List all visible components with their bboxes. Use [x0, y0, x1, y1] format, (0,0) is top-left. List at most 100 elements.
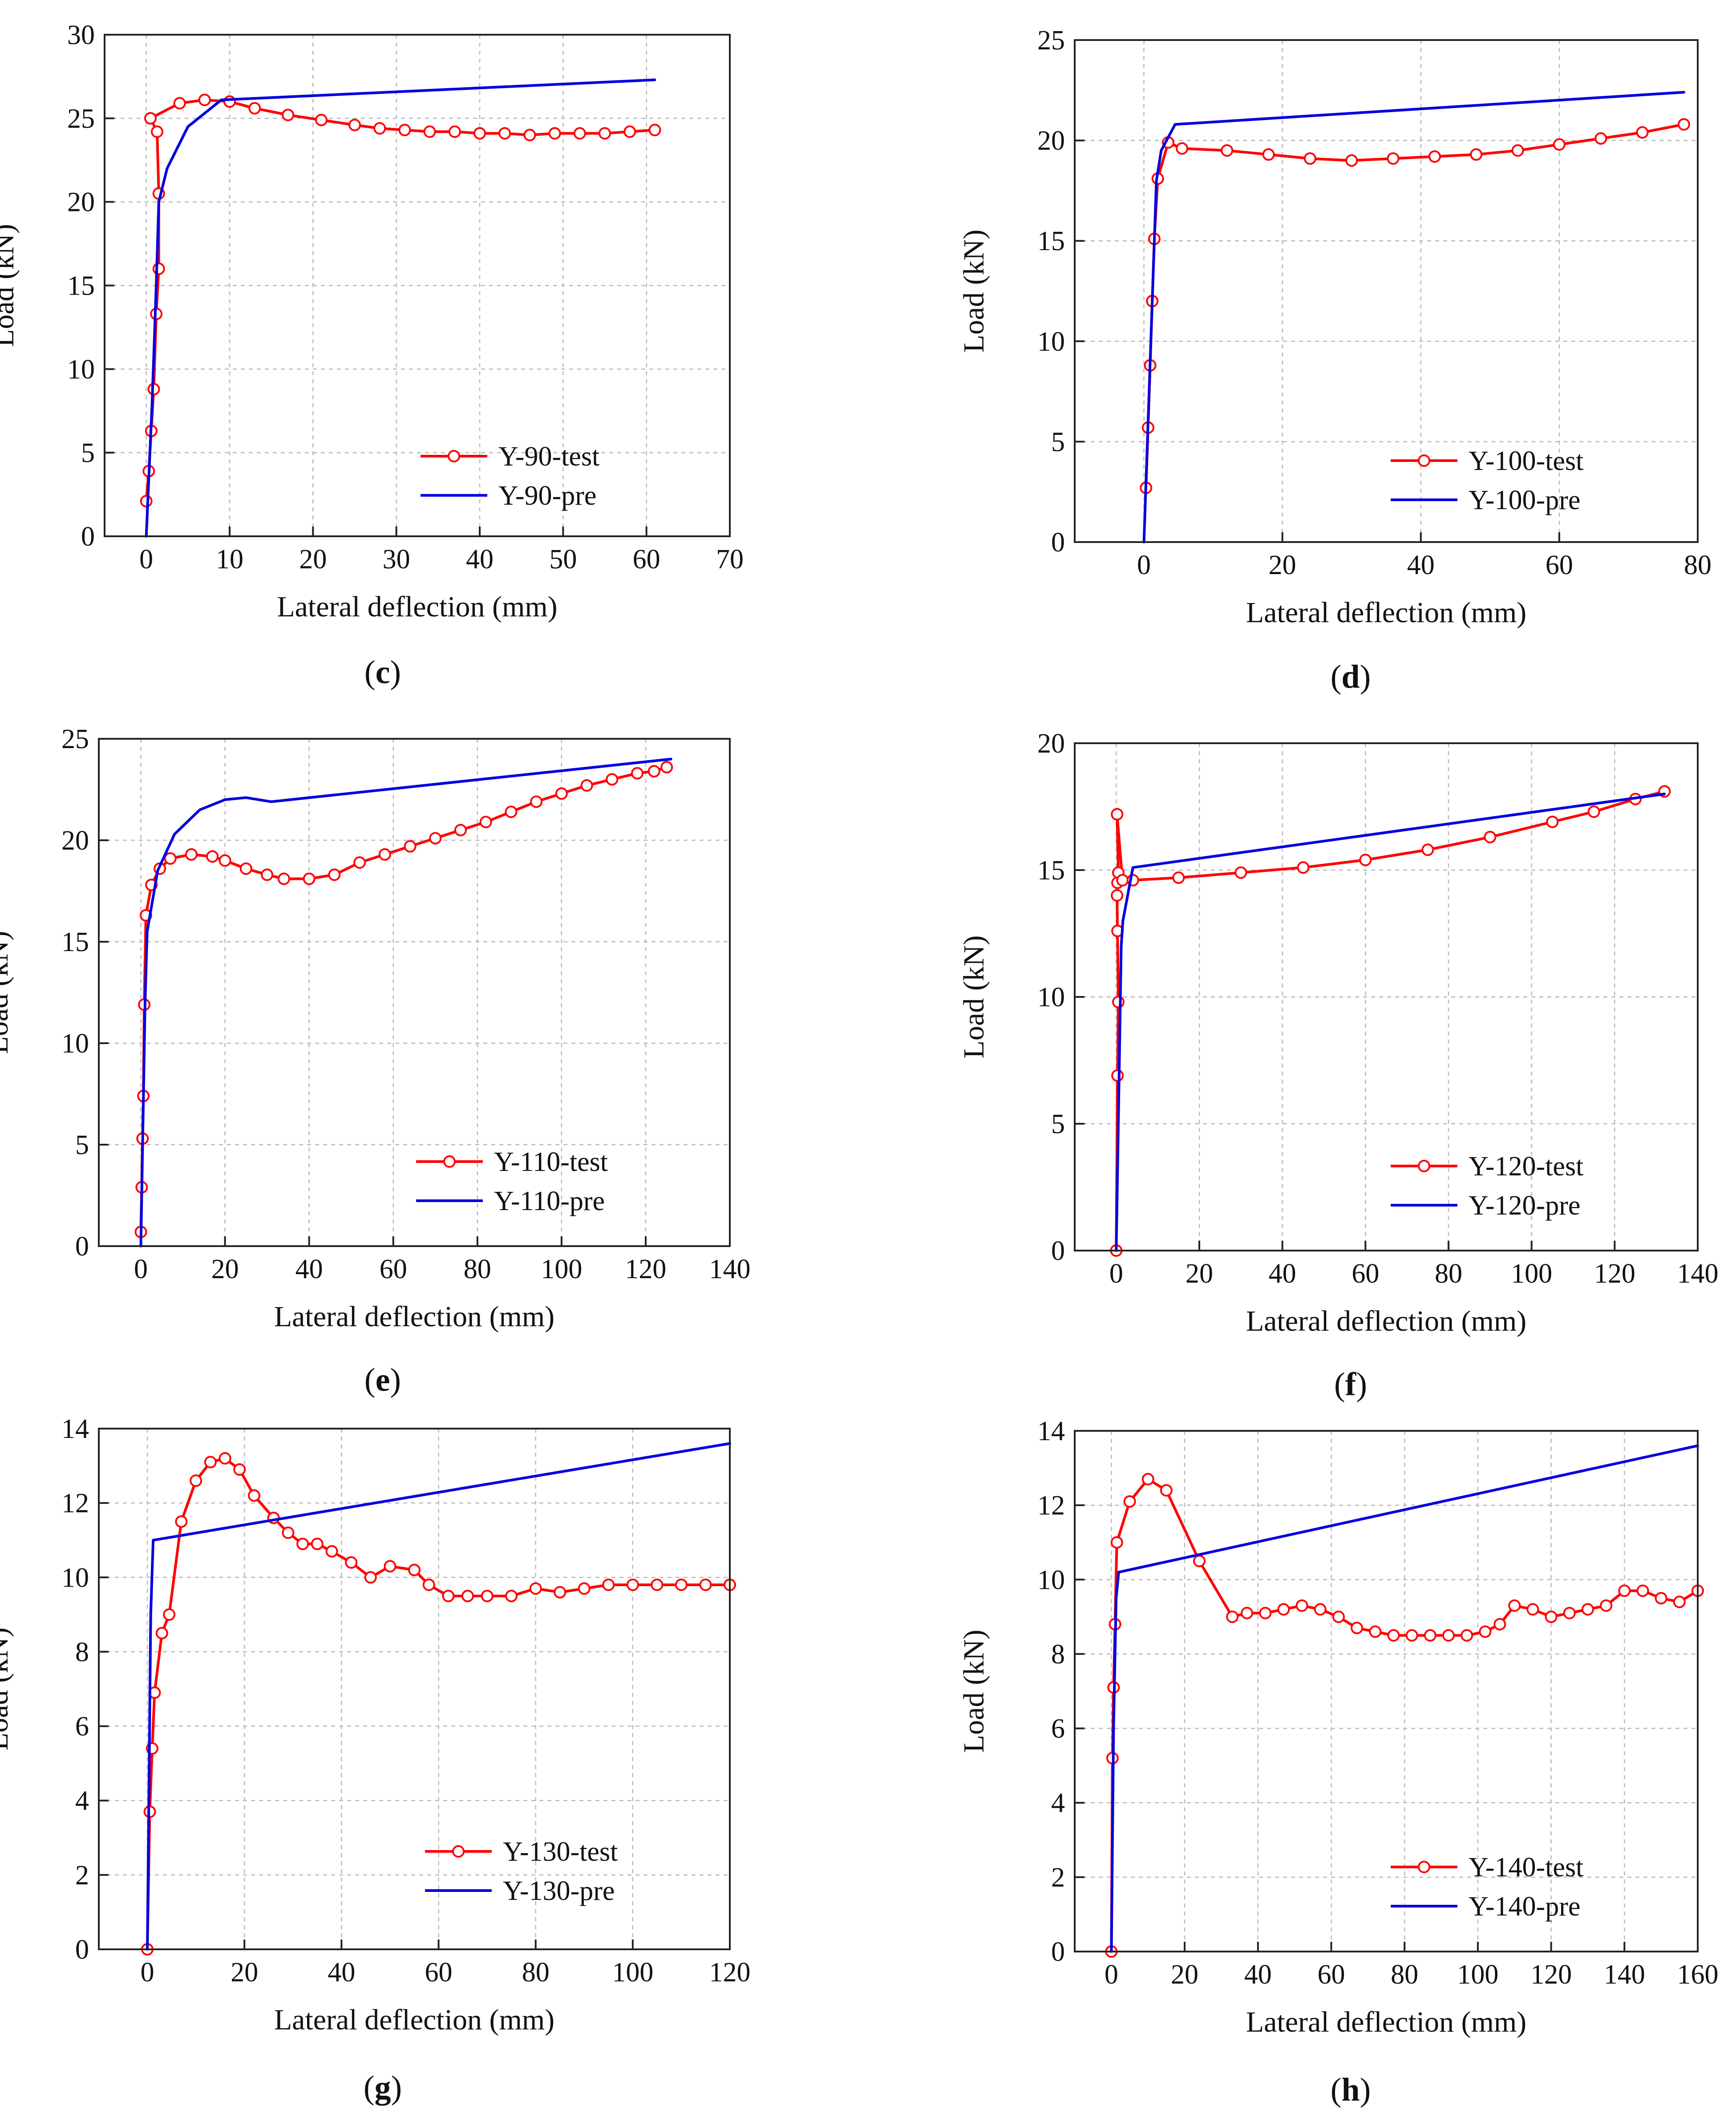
y-tick-label: 0	[1051, 1937, 1065, 1967]
test-data-point	[473, 127, 486, 140]
series-line-test	[1115, 790, 1666, 1252]
x-tick-label: 0	[1105, 1960, 1118, 1990]
x-axis-title: Lateral deflection (mm)	[1246, 596, 1526, 629]
series-line-pre	[1115, 793, 1666, 1252]
legend-entry: Y-140-test	[1469, 1852, 1583, 1883]
test-data-point	[651, 1579, 664, 1591]
test-data-point	[1111, 889, 1124, 902]
test-data-point	[554, 1586, 567, 1599]
x-axis-title: Lateral deflection (mm)	[277, 591, 557, 623]
test-data-point	[1110, 1536, 1123, 1549]
y-tick-label: 10	[67, 354, 95, 385]
plot-frame	[1074, 1430, 1699, 1952]
test-data-point	[1587, 805, 1600, 818]
x-tick-label: 160	[1677, 1960, 1719, 1990]
panel-label-open: (	[1334, 1366, 1345, 1403]
legend-entry: Y-130-test	[503, 1837, 618, 1867]
series-line-pre	[139, 757, 672, 1247]
x-tick-label: 40	[328, 1957, 355, 1988]
test-data-point	[573, 127, 586, 140]
test-data-point	[1581, 1603, 1594, 1616]
legend-entry: Y-120-pre	[1469, 1191, 1580, 1221]
legend: Y-140-test Y-140-pre	[1391, 1852, 1583, 1922]
y-tick-label: 14	[1037, 1416, 1065, 1446]
legend-entry: Y-90-test	[498, 441, 599, 472]
gridlines	[1075, 40, 1698, 542]
y-tick-label: 20	[1037, 729, 1065, 759]
test-data-point	[373, 122, 386, 135]
legend-entry: Y-100-pre	[1469, 485, 1580, 515]
x-tick-label: 80	[464, 1254, 491, 1284]
x-tick-label: 100	[1511, 1259, 1552, 1289]
y-tick-label: 12	[61, 1488, 89, 1519]
test-data-point	[1421, 843, 1434, 856]
test-data-point	[1176, 142, 1189, 155]
x-tick-label: 30	[383, 544, 410, 575]
test-data-point	[461, 1590, 474, 1603]
plot-frame	[98, 738, 731, 1247]
test-data-point	[204, 1456, 217, 1469]
test-data-point	[1594, 132, 1607, 145]
y-tick-label: 15	[1037, 855, 1065, 886]
y-tick-label: 4	[75, 1786, 89, 1816]
test-data-point	[190, 1474, 202, 1487]
y-tick-label: 20	[67, 187, 95, 218]
test-data-point	[548, 127, 561, 140]
x-tick-label: 50	[549, 544, 577, 575]
x-tick-label: 20	[1186, 1259, 1213, 1289]
test-data-point	[580, 779, 593, 792]
legend-entry: Y-130-pre	[503, 1876, 615, 1906]
panel-label: (d)	[1331, 659, 1371, 695]
test-data-point	[1479, 1625, 1492, 1638]
test-data-point	[1545, 1610, 1558, 1623]
test-data-point	[1405, 1629, 1418, 1642]
test-data-point	[1618, 1584, 1631, 1597]
test-data-point	[498, 127, 511, 140]
test-data-point	[219, 854, 231, 867]
legend: Y-110-test Y-110-pre	[416, 1147, 608, 1216]
test-data-point	[1442, 1629, 1455, 1642]
series-line-test	[145, 98, 656, 503]
test-data-point	[1369, 1625, 1382, 1638]
test-data-point	[555, 787, 568, 800]
test-data-point	[1303, 152, 1316, 165]
test-data-point	[239, 862, 252, 875]
test-data-point	[248, 1489, 261, 1502]
x-tick-label: 120	[1530, 1960, 1572, 1990]
x-tick-label: 100	[612, 1957, 653, 1988]
y-tick-label: 25	[61, 724, 89, 754]
plot-frame	[1074, 39, 1699, 543]
plot-frame	[104, 34, 731, 537]
test-data-point	[1277, 1603, 1290, 1616]
x-axis-title: Lateral deflection (mm)	[1246, 2006, 1526, 2038]
test-data-point	[1428, 150, 1441, 163]
panel-label-letter: d	[1341, 659, 1360, 695]
x-tick-label: 0	[141, 1957, 154, 1988]
test-data-point	[606, 773, 619, 786]
y-axis-title: Load (kN)	[0, 1628, 14, 1751]
test-data-point	[1123, 1495, 1136, 1508]
series-line-test	[1145, 123, 1685, 490]
x-tick-label: 100	[541, 1254, 582, 1284]
gridlines	[1075, 1431, 1698, 1952]
test-data-point	[223, 95, 236, 108]
chart-panel-e: 0 20 40 60 80 100 120 140 0 5 10 15 20 25 Lateral defl…	[0, 724, 751, 1398]
x-tick-label: 0	[134, 1254, 148, 1284]
x-tick-label: 140	[1604, 1960, 1645, 1990]
test-data-point	[364, 1571, 377, 1584]
test-data-point	[175, 1515, 188, 1528]
panel-label-close: )	[390, 654, 401, 691]
test-data-point	[448, 125, 461, 138]
test-data-point	[1226, 1610, 1239, 1623]
test-data-point	[206, 850, 219, 863]
y-tick-label: 8	[75, 1637, 89, 1667]
chart-panel-g: 0 20 40 60 80 100 120 0 2 4 6 8 10 12 14 Lateral deflec…	[0, 1414, 751, 2106]
y-tick-label: 5	[75, 1130, 89, 1160]
x-tick-label: 60	[425, 1957, 453, 1988]
series-line-pre	[1142, 91, 1685, 543]
y-axis-title: Load (kN)	[958, 1630, 990, 1753]
x-tick-label: 0	[139, 544, 153, 575]
test-data-point	[1484, 830, 1497, 843]
panel-label: (e)	[364, 1362, 401, 1398]
test-data-point	[631, 767, 644, 780]
